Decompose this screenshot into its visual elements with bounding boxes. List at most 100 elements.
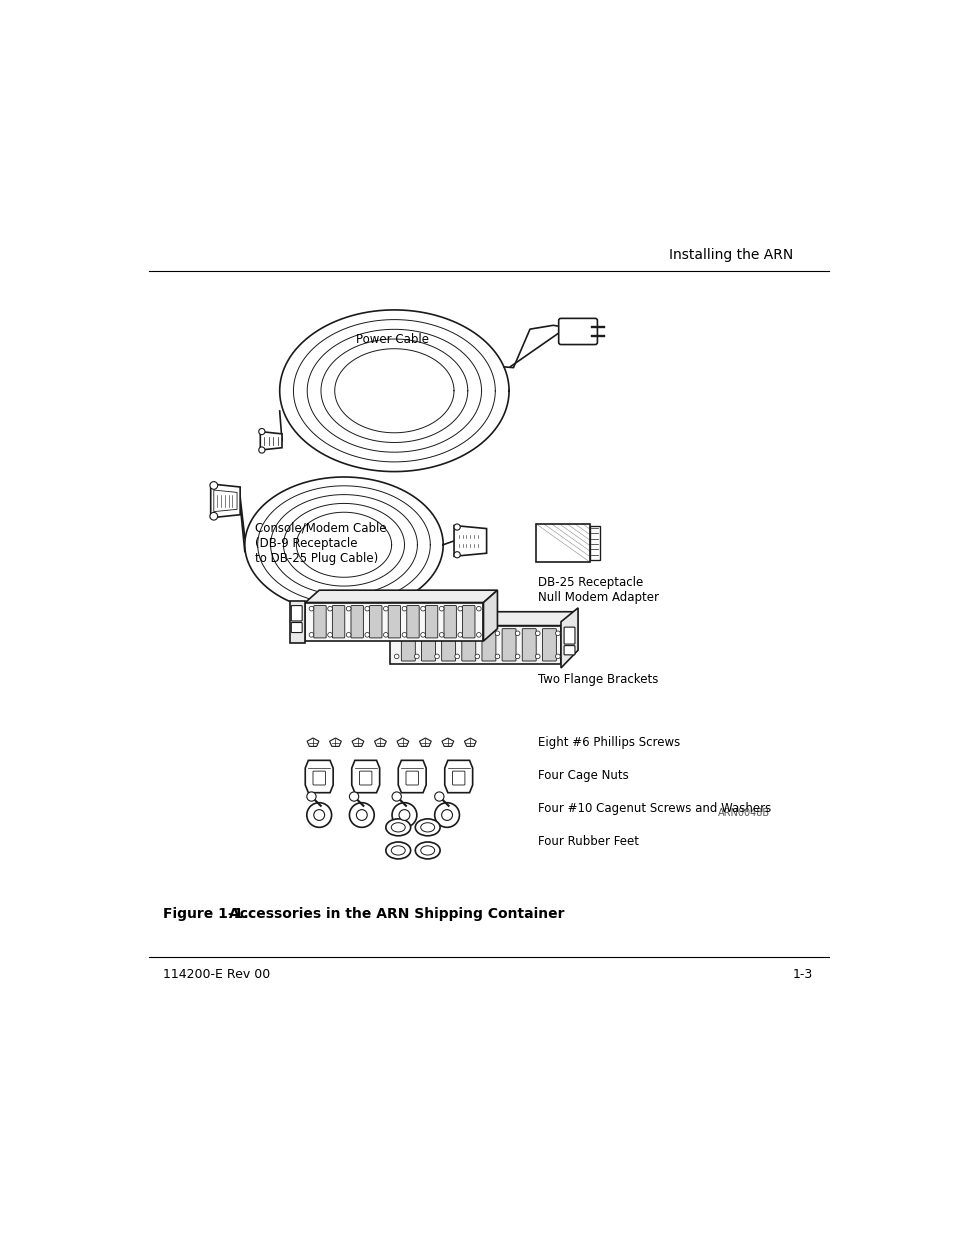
Circle shape	[402, 632, 406, 637]
FancyBboxPatch shape	[421, 629, 435, 661]
Circle shape	[258, 429, 265, 435]
Circle shape	[555, 655, 559, 658]
Polygon shape	[260, 431, 282, 450]
Polygon shape	[305, 603, 483, 641]
Text: Eight #6 Phillips Screws: Eight #6 Phillips Screws	[537, 736, 679, 750]
Circle shape	[457, 606, 462, 611]
FancyBboxPatch shape	[401, 629, 415, 661]
Circle shape	[454, 552, 459, 558]
Polygon shape	[352, 761, 379, 793]
Circle shape	[457, 632, 462, 637]
Text: 114200-E Rev 00: 114200-E Rev 00	[163, 968, 271, 982]
FancyBboxPatch shape	[521, 629, 536, 661]
Text: Accessories in the ARN Shipping Container: Accessories in the ARN Shipping Containe…	[229, 906, 564, 920]
Polygon shape	[211, 484, 240, 517]
FancyBboxPatch shape	[542, 629, 556, 661]
Polygon shape	[444, 761, 472, 793]
Circle shape	[356, 810, 367, 820]
Polygon shape	[397, 761, 426, 793]
Ellipse shape	[420, 846, 435, 855]
Ellipse shape	[420, 823, 435, 832]
Polygon shape	[464, 739, 476, 746]
Circle shape	[535, 655, 539, 658]
Circle shape	[415, 655, 418, 658]
Circle shape	[309, 632, 314, 637]
Polygon shape	[305, 590, 497, 603]
Text: 1-3: 1-3	[792, 968, 812, 982]
Text: Four Rubber Feet: Four Rubber Feet	[537, 835, 639, 847]
Circle shape	[455, 655, 459, 658]
FancyBboxPatch shape	[461, 629, 476, 661]
Polygon shape	[560, 611, 576, 664]
Circle shape	[392, 792, 401, 802]
Circle shape	[475, 655, 479, 658]
Circle shape	[495, 655, 499, 658]
Circle shape	[535, 631, 539, 636]
Circle shape	[420, 606, 425, 611]
Circle shape	[314, 810, 324, 820]
FancyBboxPatch shape	[462, 605, 475, 638]
Text: Power Cable: Power Cable	[355, 332, 428, 346]
FancyBboxPatch shape	[406, 605, 418, 638]
FancyBboxPatch shape	[425, 605, 437, 638]
Polygon shape	[441, 739, 454, 746]
Polygon shape	[307, 739, 318, 746]
Circle shape	[309, 606, 314, 611]
Circle shape	[394, 631, 398, 636]
Circle shape	[346, 632, 351, 637]
Polygon shape	[390, 626, 560, 664]
Polygon shape	[396, 739, 409, 746]
Ellipse shape	[391, 846, 405, 855]
Circle shape	[476, 632, 480, 637]
Circle shape	[476, 606, 480, 611]
Circle shape	[515, 655, 519, 658]
Circle shape	[475, 631, 479, 636]
Polygon shape	[419, 739, 431, 746]
Ellipse shape	[385, 819, 410, 836]
Polygon shape	[290, 601, 305, 642]
FancyBboxPatch shape	[536, 524, 590, 562]
Circle shape	[365, 632, 369, 637]
Circle shape	[439, 632, 443, 637]
FancyBboxPatch shape	[481, 629, 496, 661]
Polygon shape	[390, 611, 576, 626]
Circle shape	[420, 632, 425, 637]
FancyBboxPatch shape	[443, 605, 456, 638]
Circle shape	[435, 631, 439, 636]
FancyBboxPatch shape	[406, 771, 418, 785]
Circle shape	[210, 482, 217, 489]
Text: DB-25 Receptacle
Null Modem Adapter: DB-25 Receptacle Null Modem Adapter	[537, 576, 659, 604]
FancyBboxPatch shape	[388, 605, 400, 638]
Circle shape	[495, 631, 499, 636]
Circle shape	[258, 447, 265, 453]
Circle shape	[455, 631, 459, 636]
FancyBboxPatch shape	[359, 771, 372, 785]
FancyBboxPatch shape	[369, 605, 381, 638]
Circle shape	[307, 803, 332, 827]
Circle shape	[349, 792, 358, 802]
Text: Installing the ARN: Installing the ARN	[669, 248, 793, 262]
Circle shape	[394, 655, 398, 658]
FancyBboxPatch shape	[452, 771, 464, 785]
Circle shape	[346, 606, 351, 611]
Text: Four #10 Cagenut Screws and Washers: Four #10 Cagenut Screws and Washers	[537, 803, 770, 815]
Circle shape	[383, 632, 388, 637]
Text: Four Cage Nuts: Four Cage Nuts	[537, 769, 628, 782]
FancyBboxPatch shape	[291, 622, 302, 632]
Circle shape	[454, 524, 459, 530]
Ellipse shape	[415, 819, 439, 836]
Circle shape	[441, 810, 452, 820]
Polygon shape	[329, 739, 341, 746]
FancyBboxPatch shape	[563, 646, 575, 655]
Circle shape	[392, 803, 416, 827]
Circle shape	[439, 606, 443, 611]
Ellipse shape	[391, 823, 405, 832]
FancyBboxPatch shape	[351, 605, 363, 638]
FancyBboxPatch shape	[332, 605, 344, 638]
Text: Two Flange Brackets: Two Flange Brackets	[537, 673, 658, 685]
FancyBboxPatch shape	[314, 605, 326, 638]
Circle shape	[307, 792, 315, 802]
Polygon shape	[560, 608, 578, 668]
Text: Console/Modem Cable
(DB-9 Receptacle
to DB-25 Plug Cable): Console/Modem Cable (DB-9 Receptacle to …	[254, 521, 386, 564]
Ellipse shape	[415, 842, 439, 858]
